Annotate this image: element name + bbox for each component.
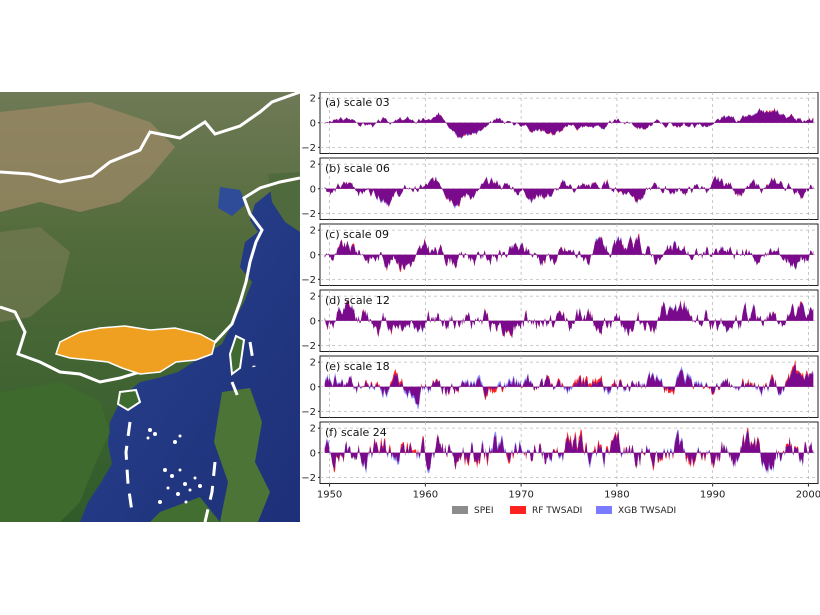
panel-label: (b) scale 06 (325, 162, 390, 175)
panel-label: (e) scale 18 (325, 360, 390, 373)
chart-panel-5: −2 0 2 (e) scale 18 (301, 355, 819, 418)
peninsula (268, 172, 300, 232)
study-area-map (0, 92, 300, 522)
reef-islands (146, 428, 202, 504)
chart-panel-3: −2 0 2 (c) scale 09 (301, 223, 819, 286)
northern-border (0, 92, 300, 184)
legend-item-3: XGB TWSADI (596, 506, 676, 516)
study-region (55, 325, 216, 375)
plateau-area (0, 227, 70, 322)
y-tick-label: 2 (310, 292, 316, 303)
y-tick-label: −2 (301, 275, 316, 286)
x-tick-label: 1980 (604, 490, 629, 501)
y-tick-label: −2 (301, 209, 316, 220)
chart-panel-4: −2 0 2 (d) scale 12 (301, 289, 819, 352)
taiwan-island (228, 334, 246, 376)
legend-swatch (510, 506, 526, 514)
borneo-land (150, 497, 220, 522)
indochina-land (0, 382, 110, 522)
y-tick-label: 2 (310, 226, 316, 237)
y-tick-label: 0 (310, 250, 316, 261)
series-overlap-area (324, 108, 814, 139)
y-tick-label: 0 (310, 184, 316, 195)
chart-panel-1: −2 0 2 (a) scale 03 (301, 92, 819, 154)
y-tick-label: −2 (301, 341, 316, 352)
y-tick-label: −2 (301, 407, 316, 418)
panel-label: (a) scale 03 (325, 96, 390, 109)
series-overlap-area (324, 235, 814, 271)
series-rf-twsadi-area (324, 175, 814, 208)
bohai-sea (218, 187, 246, 216)
chart-panel-2: −2 0 2 (b) scale 06 (301, 157, 819, 220)
y-tick-label: −2 (301, 473, 316, 484)
x-tick-label: 1960 (413, 490, 438, 501)
hainan-island (116, 388, 142, 412)
x-tick-label: 1990 (700, 490, 725, 501)
y-tick-label: 0 (310, 448, 316, 459)
map-svg (0, 92, 300, 522)
time-series-chart: −2 0 2 (a) scale 03 −2 0 2 (b) scale 06 −2 0 2 (c) … (301, 92, 820, 516)
y-tick-label: 2 (310, 424, 316, 435)
chart-panel-6: −2 0 2 (f) scale 24 1950 1960 1970 1980 1990 2000 (301, 421, 820, 501)
panel-label: (f) scale 24 (325, 426, 387, 439)
y-tick-label: −2 (301, 143, 316, 154)
series-overlap-area (324, 431, 814, 472)
x-tick-label: 1950 (317, 490, 342, 501)
panel-label: (d) scale 12 (325, 294, 390, 307)
legend-swatch (596, 506, 612, 514)
legend-item-1: SPEI (452, 506, 493, 516)
philippines-land (214, 388, 270, 522)
nine-dash-line (124, 341, 256, 522)
y-tick-label: 0 (310, 316, 316, 327)
legend-label: RF TWSADI (532, 506, 582, 516)
panel-label: (c) scale 09 (325, 228, 389, 241)
y-tick-label: 0 (310, 118, 316, 129)
legend-label: SPEI (474, 506, 493, 516)
legend-label: XGB TWSADI (618, 506, 676, 516)
legend-item-2: RF TWSADI (510, 506, 582, 516)
y-tick-label: 2 (310, 94, 316, 105)
desert-area (0, 102, 175, 212)
y-tick-label: 2 (310, 160, 316, 171)
legend-swatch (452, 506, 468, 514)
y-tick-label: 2 (310, 358, 316, 369)
x-tick-label: 2000 (796, 490, 820, 501)
y-tick-label: 0 (310, 382, 316, 393)
x-tick-label: 1970 (508, 490, 533, 501)
